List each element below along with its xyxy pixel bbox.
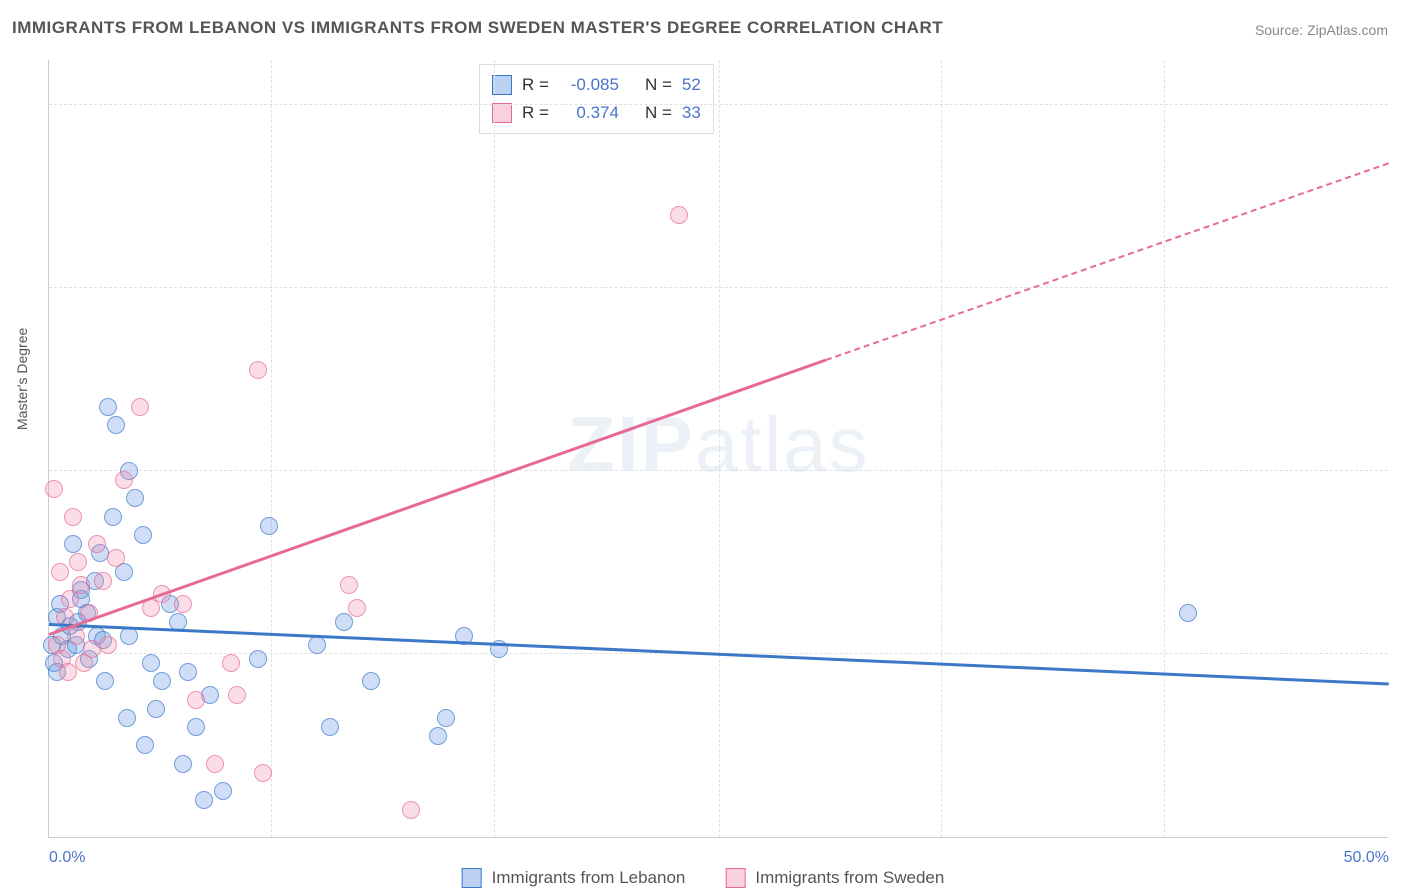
- scatter-marker-sweden: [348, 599, 366, 617]
- y-tick-label: 40.0%: [1398, 444, 1406, 462]
- scatter-marker-sweden: [254, 764, 272, 782]
- scatter-marker-sweden: [206, 755, 224, 773]
- trend-line: [49, 358, 827, 635]
- scatter-marker-sweden: [69, 553, 87, 571]
- x-tick-label: 50.0%: [1344, 849, 1389, 867]
- scatter-marker-sweden: [83, 640, 101, 658]
- n-value: 33: [682, 103, 701, 123]
- legend-swatch: [492, 103, 512, 123]
- chart-title: IMMIGRANTS FROM LEBANON VS IMMIGRANTS FR…: [12, 18, 943, 38]
- stats-legend-row-lebanon: R = -0.085 N = 52: [492, 71, 701, 99]
- scatter-marker-sweden: [249, 361, 267, 379]
- scatter-marker-lebanon: [195, 791, 213, 809]
- legend-item-lebanon: Immigrants from Lebanon: [462, 868, 686, 888]
- scatter-marker-lebanon: [96, 672, 114, 690]
- legend-swatch: [725, 868, 745, 888]
- legend-swatch: [492, 75, 512, 95]
- scatter-marker-sweden: [340, 576, 358, 594]
- scatter-marker-sweden: [115, 471, 133, 489]
- scatter-marker-lebanon: [321, 718, 339, 736]
- legend-swatch: [462, 868, 482, 888]
- scatter-marker-lebanon: [214, 782, 232, 800]
- scatter-marker-sweden: [107, 549, 125, 567]
- scatter-marker-lebanon: [362, 672, 380, 690]
- scatter-marker-sweden: [64, 508, 82, 526]
- y-tick-label: 20.0%: [1398, 627, 1406, 645]
- scatter-marker-lebanon: [136, 736, 154, 754]
- r-label: R =: [522, 103, 549, 123]
- scatter-marker-lebanon: [104, 508, 122, 526]
- y-tick-label: 80.0%: [1398, 78, 1406, 96]
- scatter-marker-lebanon: [64, 535, 82, 553]
- scatter-marker-lebanon: [429, 727, 447, 745]
- scatter-marker-lebanon: [174, 755, 192, 773]
- scatter-marker-lebanon: [126, 489, 144, 507]
- scatter-marker-sweden: [222, 654, 240, 672]
- scatter-marker-sweden: [45, 480, 63, 498]
- source-label: Source: ZipAtlas.com: [1255, 22, 1388, 38]
- scatter-marker-sweden: [131, 398, 149, 416]
- r-value: -0.085: [559, 75, 619, 95]
- trend-line: [826, 162, 1389, 361]
- scatter-marker-lebanon: [1179, 604, 1197, 622]
- scatter-marker-lebanon: [249, 650, 267, 668]
- scatter-marker-lebanon: [118, 709, 136, 727]
- gridline-v: [1164, 60, 1165, 837]
- scatter-marker-sweden: [174, 595, 192, 613]
- watermark-atlas: atlas: [695, 399, 870, 487]
- scatter-marker-sweden: [51, 563, 69, 581]
- scatter-marker-lebanon: [153, 672, 171, 690]
- scatter-marker-lebanon: [308, 636, 326, 654]
- gridline-v: [271, 60, 272, 837]
- legend-item-sweden: Immigrants from Sweden: [725, 868, 944, 888]
- scatter-marker-sweden: [94, 572, 112, 590]
- gridline-v: [941, 60, 942, 837]
- scatter-marker-sweden: [72, 576, 90, 594]
- scatter-marker-lebanon: [107, 416, 125, 434]
- scatter-marker-lebanon: [335, 613, 353, 631]
- n-value: 52: [682, 75, 701, 95]
- scatter-marker-lebanon: [187, 718, 205, 736]
- r-value: 0.374: [559, 103, 619, 123]
- scatter-marker-lebanon: [147, 700, 165, 718]
- chart-container: IMMIGRANTS FROM LEBANON VS IMMIGRANTS FR…: [0, 0, 1406, 892]
- scatter-marker-sweden: [402, 801, 420, 819]
- scatter-marker-sweden: [67, 627, 85, 645]
- scatter-marker-lebanon: [437, 709, 455, 727]
- scatter-marker-lebanon: [134, 526, 152, 544]
- legend-label: Immigrants from Lebanon: [492, 868, 686, 888]
- r-label: R =: [522, 75, 549, 95]
- scatter-marker-lebanon: [99, 398, 117, 416]
- n-label: N =: [645, 103, 672, 123]
- scatter-marker-lebanon: [260, 517, 278, 535]
- scatter-marker-sweden: [670, 206, 688, 224]
- scatter-marker-sweden: [187, 691, 205, 709]
- gridline-v: [719, 60, 720, 837]
- y-tick-label: 60.0%: [1398, 261, 1406, 279]
- gridline-v: [494, 60, 495, 837]
- plot-area: ZIPatlas R =-0.085N =52R =0.374N =33 20.…: [48, 60, 1388, 838]
- n-label: N =: [645, 75, 672, 95]
- stats-legend: R = -0.085 N = 52 R = 0.374 N = 33: [479, 64, 714, 134]
- x-tick-label: 0.0%: [49, 849, 85, 867]
- y-axis-label: Master's Degree: [14, 328, 30, 430]
- legend-label: Immigrants from Sweden: [755, 868, 944, 888]
- scatter-marker-sweden: [59, 663, 77, 681]
- scatter-marker-lebanon: [179, 663, 197, 681]
- bottom-legend: Immigrants from Lebanon Immigrants from S…: [462, 868, 945, 888]
- scatter-marker-sweden: [88, 535, 106, 553]
- scatter-marker-sweden: [99, 636, 117, 654]
- scatter-marker-lebanon: [142, 654, 160, 672]
- scatter-marker-sweden: [228, 686, 246, 704]
